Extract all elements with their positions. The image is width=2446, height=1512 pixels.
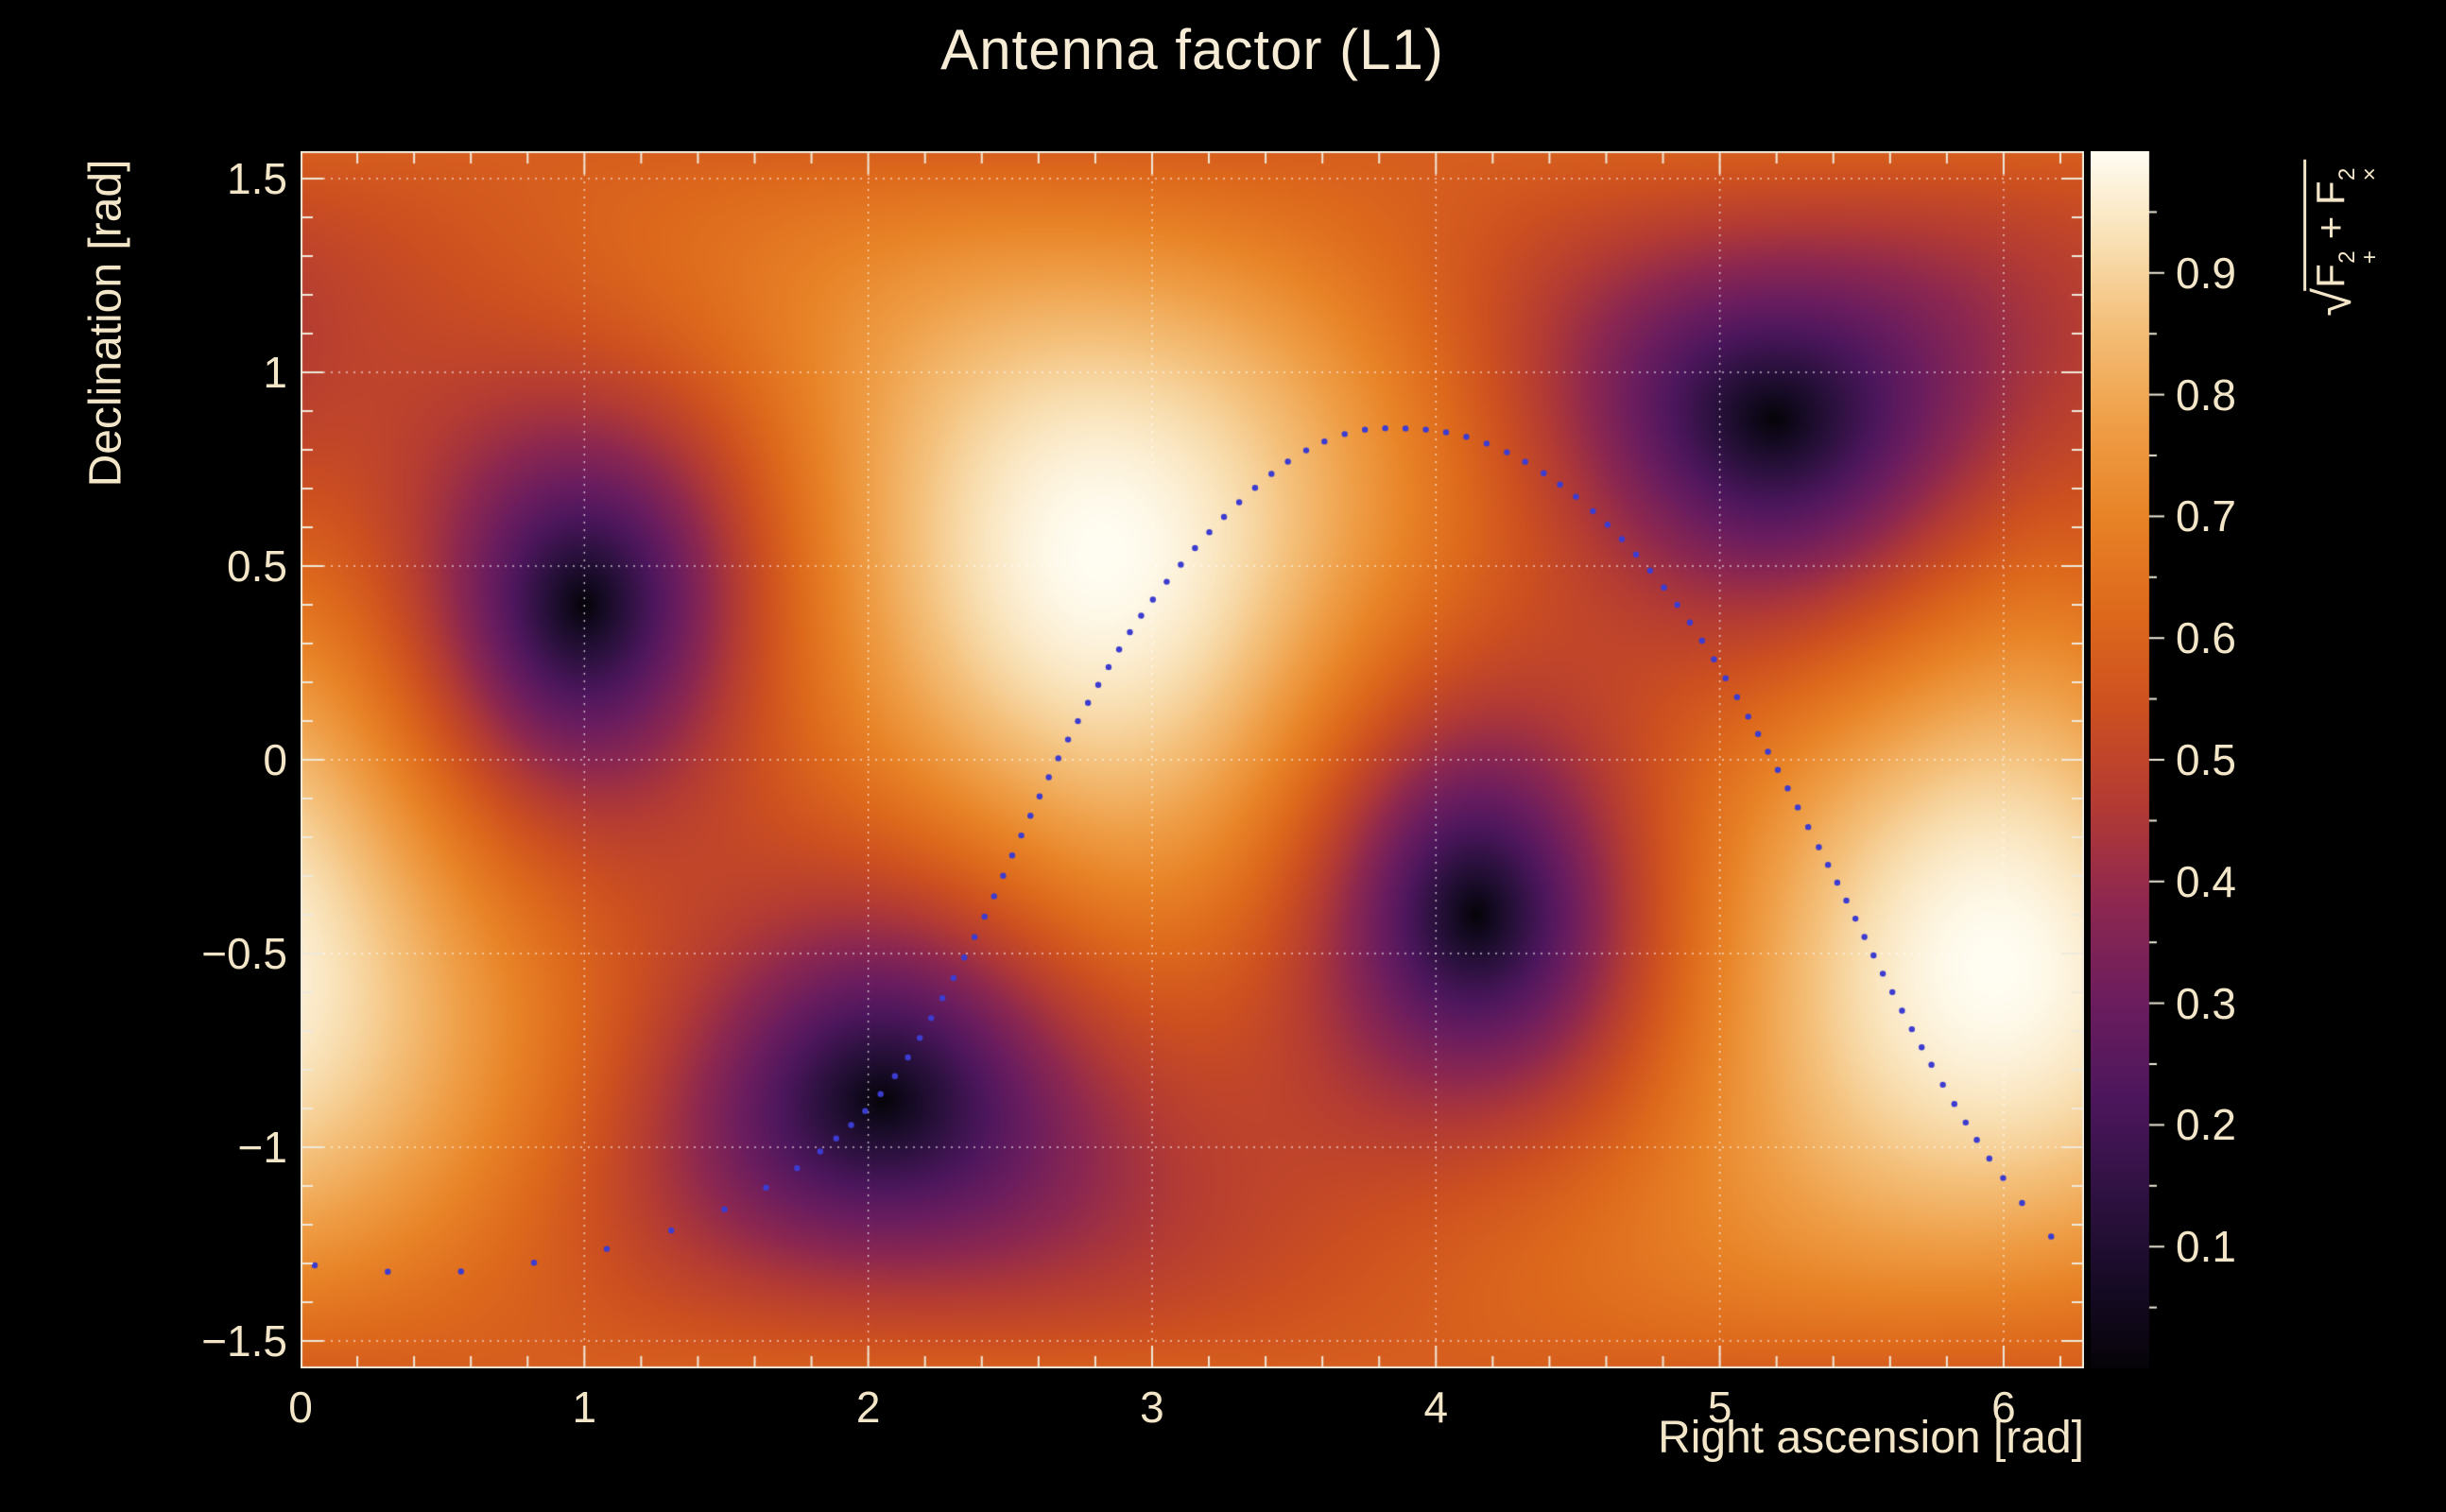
x-tick-label: 4 [1423,1383,1449,1432]
f-plus-subscript: + [2356,249,2383,265]
y-tick-label: 0.5 [227,541,287,591]
palette-tick-label: 0.1 [2176,1222,2236,1272]
x-tick-label: 3 [1140,1383,1164,1432]
x-tick-label: 1 [572,1383,597,1432]
y-tick-label: 1.5 [227,154,287,204]
f-plus-supsub: 2 + [2334,249,2383,265]
y-tick-label: −0.5 [201,928,287,978]
plot-title: Antenna factor (L1) [940,18,1444,81]
z-axis-title: √F 2 + + F 2 × [2303,160,2383,317]
y-tick-label: −1 [237,1122,287,1172]
x-axis-title: Right ascension [rad] [1658,1413,2084,1463]
antenna-factor-heatmap [301,151,2084,1368]
plus-sign: + [2308,205,2353,250]
palette-tick-label: 0.7 [2176,491,2236,541]
palette-tick-label: 0.8 [2176,369,2236,420]
f-cross-exponent: 2 [2334,167,2361,181]
color-scale-bar [2091,151,2187,1368]
x-tick-label: 0 [288,1383,313,1432]
f-cross-supsub: 2 × [2334,167,2383,181]
palette-tick-label: 0.2 [2176,1100,2236,1150]
palette-tick-label: 0.4 [2176,856,2236,906]
y-axis-title: Declination [rad] [80,159,131,488]
palette-tick-label: 0.9 [2176,248,2236,298]
palette-tick-label: 0.6 [2176,613,2236,663]
x-tick-label: 5 [1707,1383,1732,1432]
f-plus-exponent: 2 [2334,250,2361,264]
z-axis-formula: F 2 + + F 2 × [2303,160,2383,291]
sqrt-sign: √ [2304,287,2363,317]
f-cross-subscript: × [2356,167,2383,181]
palette-tick-label: 0.5 [2176,735,2236,784]
x-tick-label: 2 [855,1383,881,1432]
palette-tick-label: 0.3 [2176,978,2236,1028]
y-tick-label: −1.5 [201,1315,287,1366]
x-tick-label: 6 [1991,1383,2016,1432]
y-tick-label: 1 [263,348,287,398]
y-tick-label: 0 [263,735,287,784]
f-plus-symbol: F [2308,264,2353,288]
f-cross-symbol: F [2308,180,2353,206]
